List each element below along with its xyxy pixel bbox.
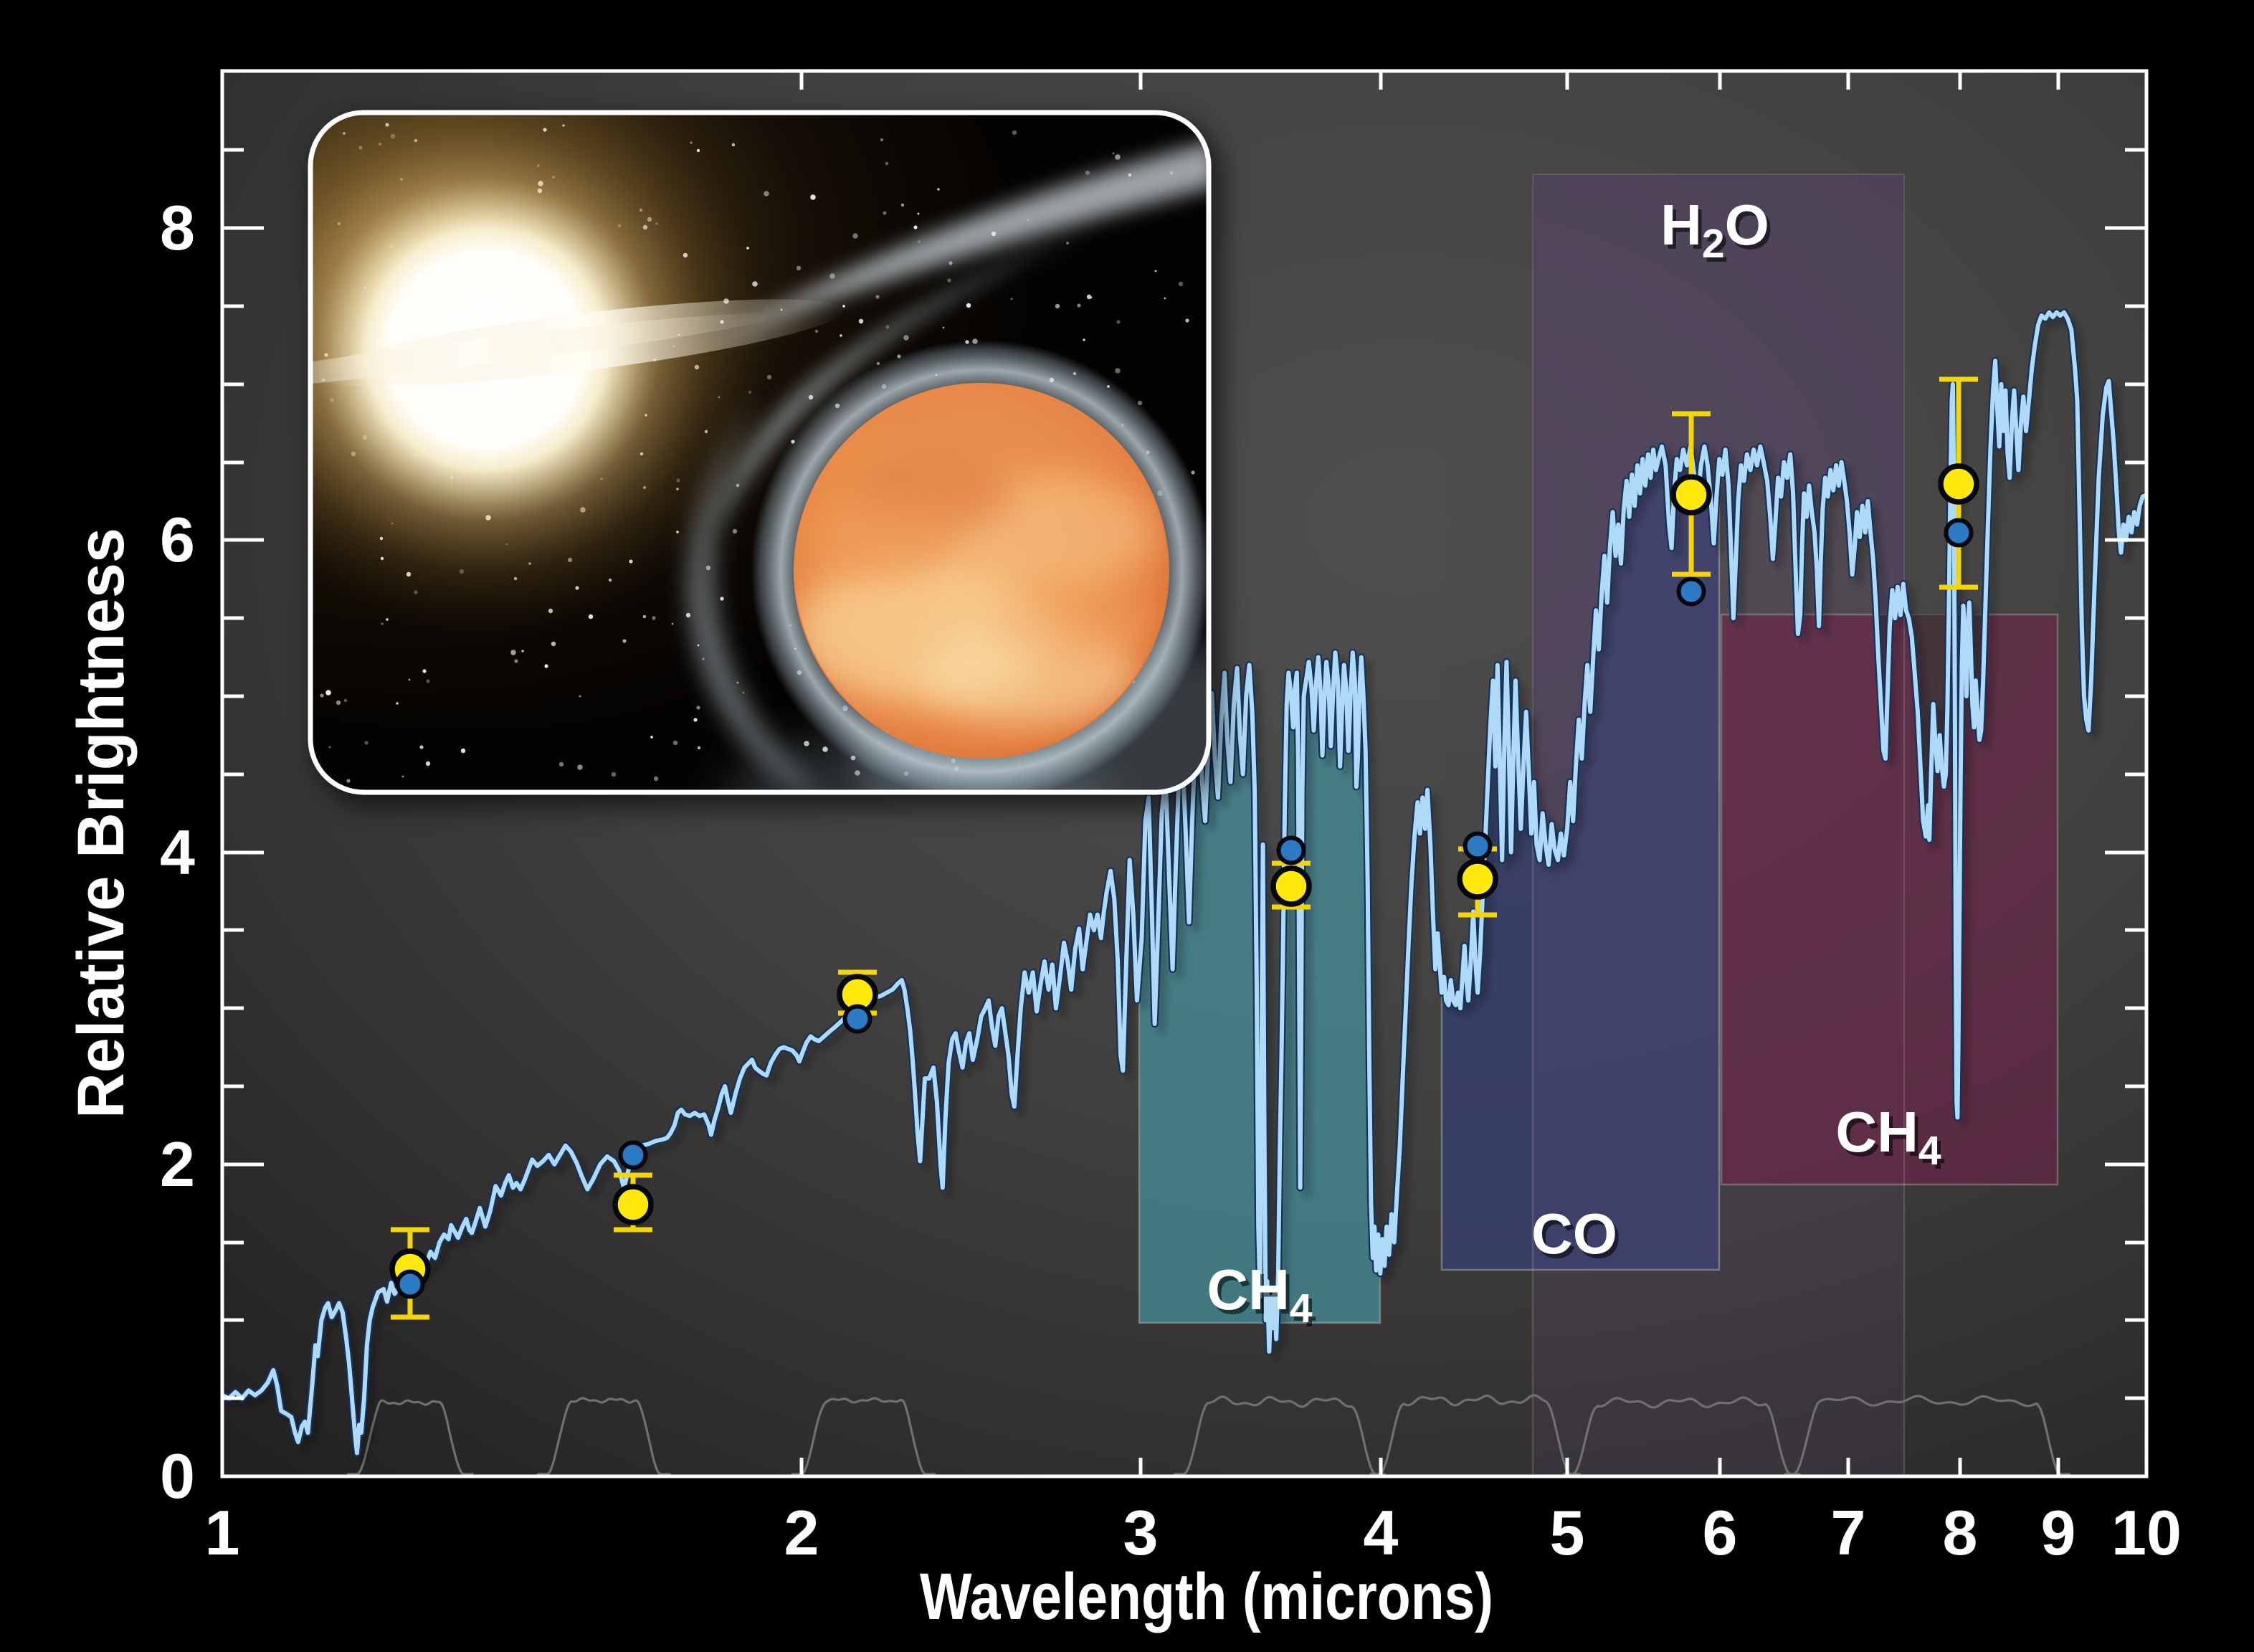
svg-text:10: 10 (2111, 1497, 2182, 1568)
svg-text:7: 7 (1831, 1497, 1866, 1568)
svg-text:3: 3 (1123, 1497, 1159, 1568)
svg-text:6: 6 (1703, 1497, 1738, 1568)
svg-text:2: 2 (784, 1497, 819, 1568)
svg-text:8: 8 (160, 192, 195, 263)
svg-text:CO: CO (1531, 1202, 1617, 1266)
svg-text:Wavelength (microns): Wavelength (microns) (920, 1560, 1493, 1633)
svg-text:4: 4 (160, 817, 195, 888)
svg-text:5: 5 (1550, 1497, 1585, 1568)
svg-text:0: 0 (160, 1440, 195, 1511)
svg-text:6: 6 (160, 504, 195, 575)
svg-text:9: 9 (2041, 1497, 2076, 1568)
svg-text:4: 4 (1364, 1497, 1399, 1568)
svg-text:1: 1 (205, 1497, 240, 1568)
svg-text:CO: CO (1535, 1206, 1621, 1270)
svg-text:8: 8 (1943, 1497, 1978, 1568)
svg-text:H2O: H2O (1664, 197, 1773, 271)
svg-text:Relative Brightness: Relative Brightness (65, 528, 138, 1119)
svg-text:2: 2 (160, 1129, 195, 1200)
